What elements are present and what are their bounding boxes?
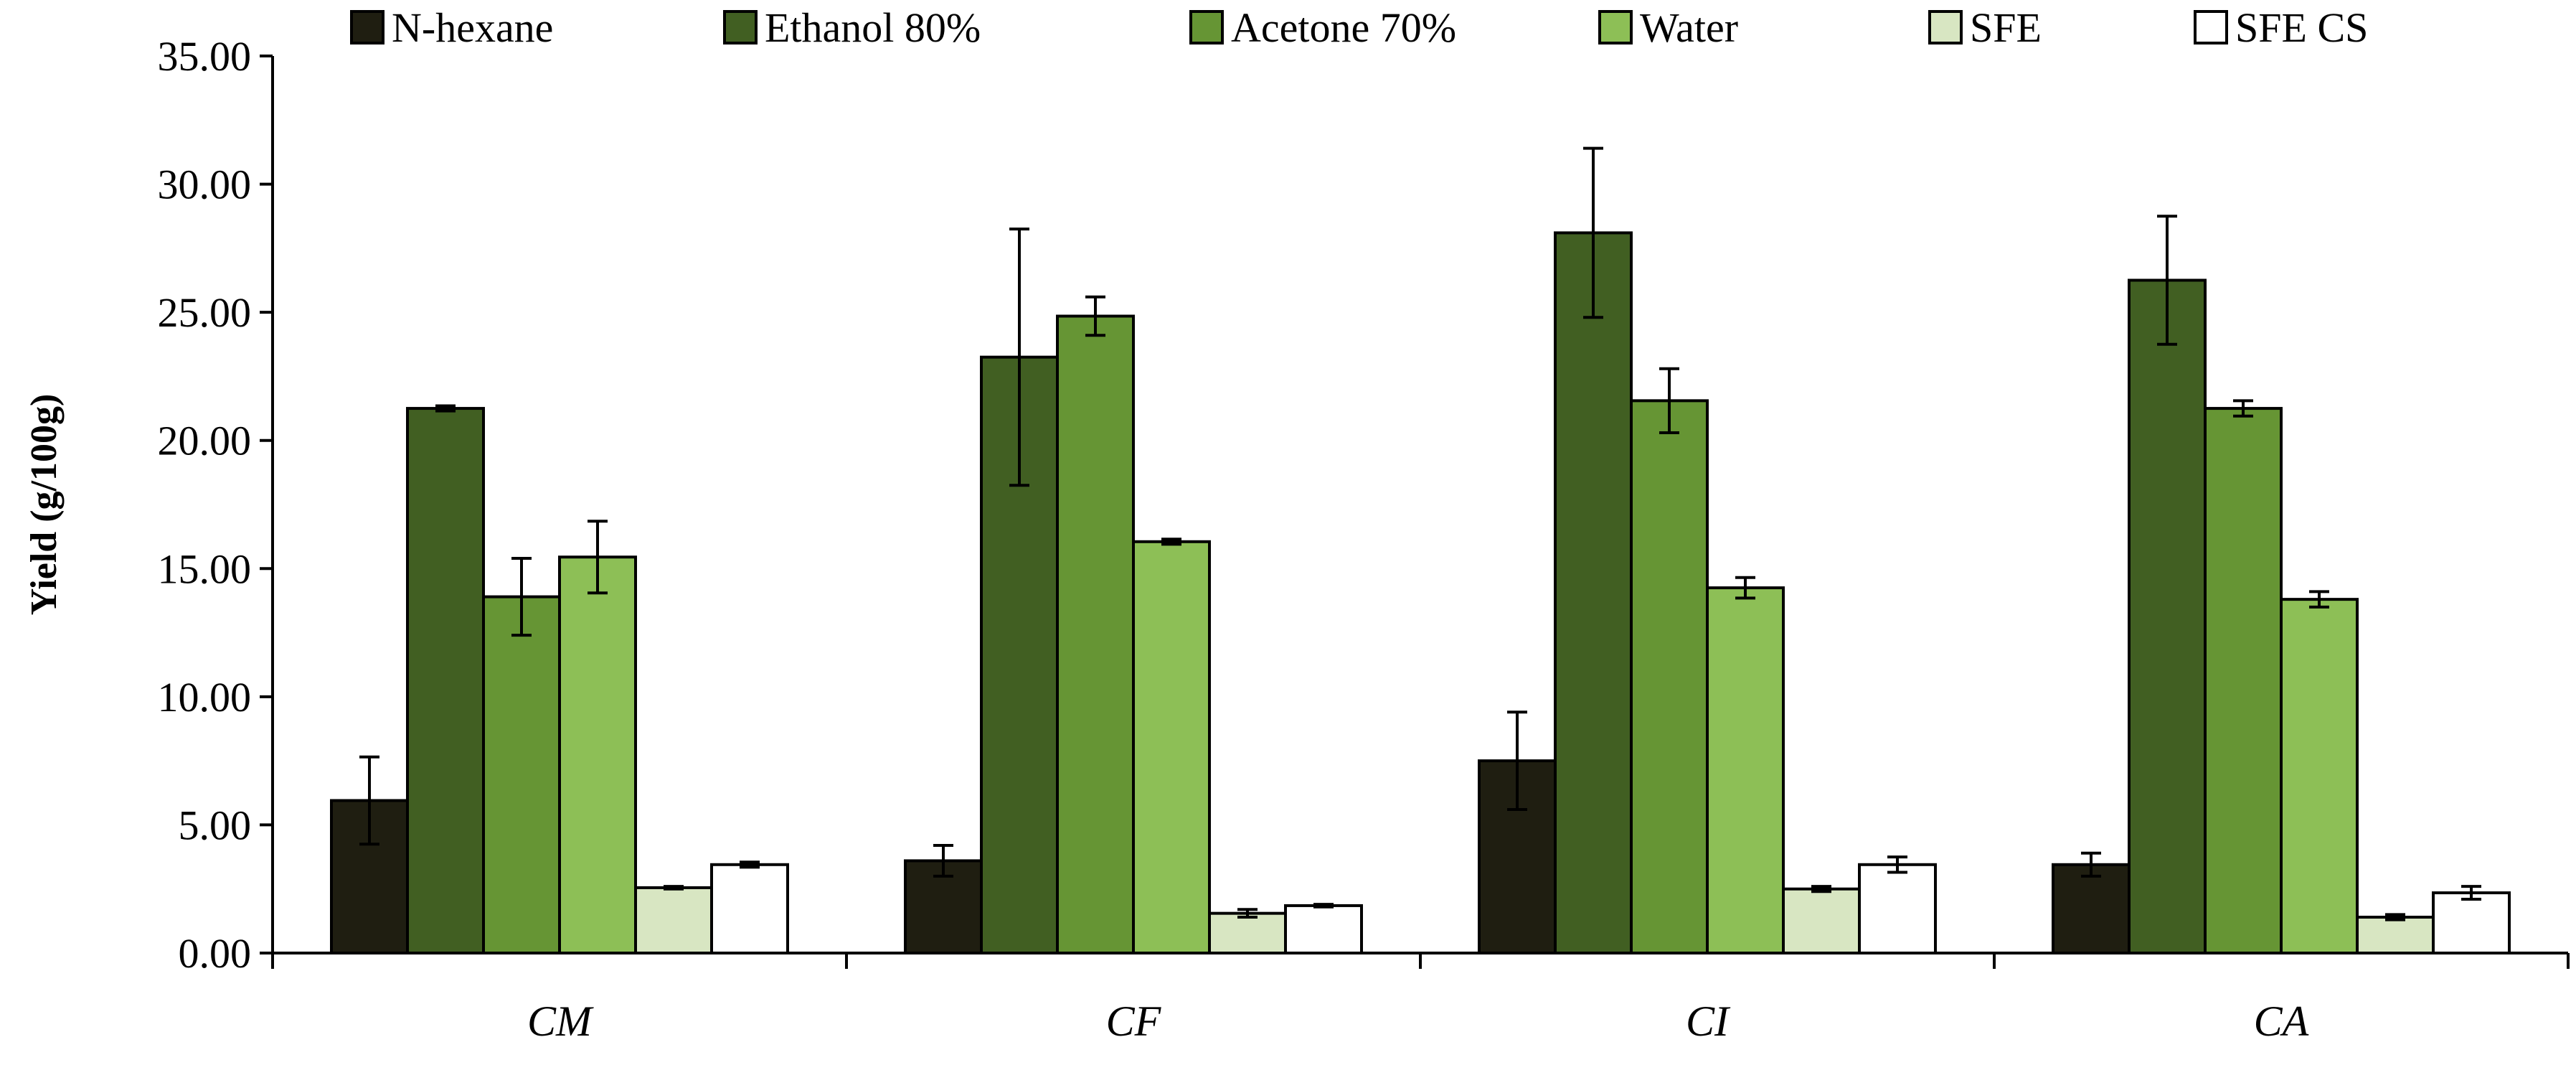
legend-swatch [2194, 10, 2228, 44]
legend-swatch [1598, 10, 1633, 44]
bar [1132, 540, 1211, 954]
y-tick-label: 10.00 [158, 674, 252, 721]
legend-label: SFE CS [2235, 4, 2368, 51]
bars-group [330, 231, 2511, 955]
bar [406, 407, 485, 954]
x-category-label: CA [2254, 998, 2309, 1045]
bar [634, 886, 713, 955]
y-tick-label: 5.00 [179, 802, 252, 848]
legend-swatch [1189, 10, 1224, 44]
bar [1056, 314, 1135, 954]
legend-swatch [350, 10, 384, 44]
y-tick-label: 30.00 [158, 161, 252, 208]
legend-swatch [1928, 10, 1963, 44]
bar [1554, 231, 1633, 954]
y-tick-label: 20.00 [158, 418, 252, 464]
y-axis-title: Yield (g/100g) [24, 394, 65, 616]
bar [2432, 891, 2511, 954]
bar [2356, 916, 2435, 954]
bar [2128, 278, 2207, 954]
bar [482, 595, 561, 954]
bar [710, 863, 789, 955]
bar [1706, 586, 1785, 954]
bar [558, 555, 637, 954]
y-tick-label: 35.00 [158, 33, 252, 80]
legend-label: Acetone 70% [1231, 4, 1456, 51]
legend: N-hexane Ethanol 80% Acetone 70% Water SFE SF… [350, 4, 2368, 51]
legend-label: Ethanol 80% [765, 4, 981, 51]
x-category-label: CF [1106, 998, 1162, 1045]
bar [2052, 863, 2131, 955]
legend-label: Water [1640, 4, 1738, 51]
legend-label: SFE [1970, 4, 2042, 51]
bar [1858, 863, 1937, 955]
bar [1208, 911, 1287, 954]
legend-label: N-hexane [392, 4, 553, 51]
axis-labels-group: 0.00 5.00 10.00 15.00 20.00 25.00 30.00 35.00 CM… [24, 33, 2309, 1045]
x-category-label: CI [1686, 998, 1731, 1045]
y-tick-label: 25.00 [158, 289, 252, 336]
bar [1284, 904, 1363, 955]
bar [1630, 399, 1709, 954]
bar [2280, 598, 2359, 955]
x-category-label: CM [527, 998, 594, 1045]
error-bars-group [359, 146, 2481, 921]
bar [1782, 887, 1861, 954]
legend-swatch [723, 10, 758, 44]
y-tick-label: 0.00 [179, 930, 252, 977]
bar [2204, 407, 2283, 954]
y-tick-label: 15.00 [158, 545, 252, 592]
